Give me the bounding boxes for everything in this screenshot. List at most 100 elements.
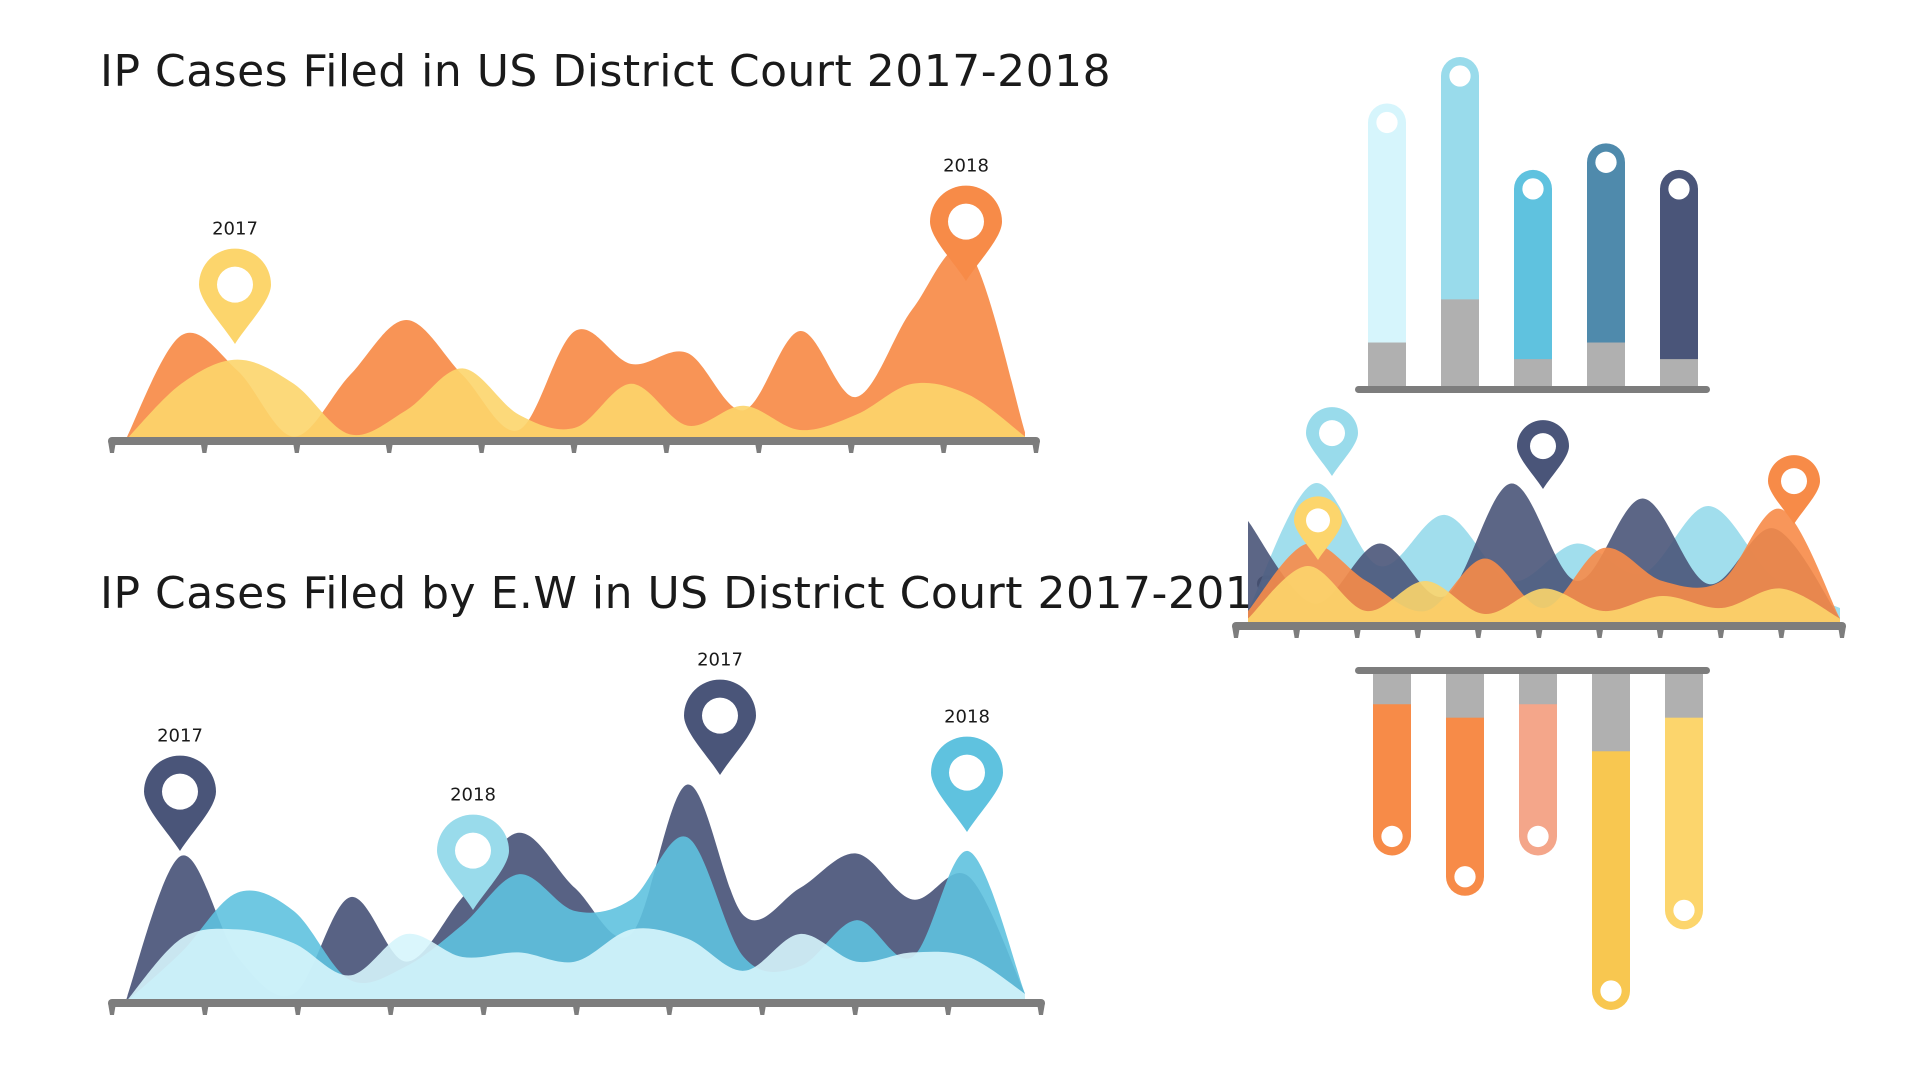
chart5-bar-fill <box>1519 674 1557 856</box>
chart2-axis-tick <box>758 1003 767 1015</box>
chart3-bar-dot <box>1668 178 1690 200</box>
chart2-pin-1-label: 2018 <box>450 785 496 806</box>
chart3-bar-fill <box>1660 169 1698 389</box>
chart3-bar-base <box>1441 299 1479 389</box>
chart2-axis-tick <box>200 1003 209 1015</box>
chart3-bar-base <box>1514 359 1552 389</box>
chart5-bar-base <box>1446 674 1484 718</box>
chart1-area-series-0 <box>125 247 1025 441</box>
chart2-area-series-1 <box>125 836 1025 1003</box>
chart5-bar-fill <box>1665 674 1703 930</box>
chart4-axis-tick <box>1474 626 1483 638</box>
chart1-axis-tick <box>662 441 671 453</box>
chart1-axis-tick <box>1032 441 1040 453</box>
chart2-area <box>125 784 1025 1003</box>
chart2-pin-2-hole <box>702 697 738 734</box>
chart3-bar-4 <box>1660 169 1698 389</box>
chart4-pin-2 <box>1517 420 1569 489</box>
chart4-axis-tick <box>1413 626 1422 638</box>
chart1-axis-tick <box>108 441 116 453</box>
chart5-bar-dot <box>1527 825 1549 848</box>
chart4-pin-3-hole <box>1781 468 1807 495</box>
chart3-bar-fill <box>1514 169 1552 389</box>
chart2-axis-tick <box>386 1003 395 1015</box>
chart4-pin-2-hole <box>1530 433 1556 460</box>
chart5-bar-base <box>1592 674 1630 752</box>
chart4-axis-tick <box>1716 626 1725 638</box>
chart5-axis-line <box>1355 667 1710 674</box>
chart2-pin-0-hole <box>162 773 198 810</box>
chart2-pin-0: 2017 <box>144 726 216 851</box>
chart4-pin-0-hole <box>1319 420 1345 447</box>
chart4-axis-tick <box>1535 626 1543 638</box>
chart5-bar-dot <box>1454 866 1476 888</box>
chart4-area-series-2 <box>1248 508 1840 626</box>
chart2-axis <box>108 999 1045 1015</box>
chart4-axis-tick <box>1292 626 1301 638</box>
chart2-pin-1: 2018 <box>437 785 509 910</box>
chart5-bar-4 <box>1665 674 1703 930</box>
chart5-bar-2 <box>1519 674 1557 856</box>
chart5-bar-3 <box>1592 674 1630 1010</box>
chart3-bar-base <box>1587 342 1625 389</box>
chart3-bar-dot <box>1595 151 1617 173</box>
chart5-bar-dot <box>1600 980 1622 1002</box>
chart1-pin-0: 2017 <box>199 219 271 344</box>
chart4-axis <box>1232 622 1846 638</box>
chart2-axis-tick <box>108 1003 116 1015</box>
chart1-axis-tick <box>292 441 301 453</box>
chart5-bar-fill <box>1373 674 1411 856</box>
chart1-axis-tick <box>570 441 578 453</box>
chart1-pin-0-hole <box>217 266 253 303</box>
chart5-bar-fill <box>1446 674 1484 896</box>
chart3-bar-base <box>1660 359 1698 389</box>
chart4-pin-1 <box>1294 496 1342 560</box>
chart1-pin-1: 2018 <box>930 156 1002 281</box>
chart2-axis-tick <box>944 1003 953 1015</box>
chart2-pin-1-hole <box>455 832 491 869</box>
chart2-axis-tick <box>293 1003 302 1015</box>
chart2-pin-3-label: 2018 <box>944 707 990 728</box>
chart3-bar-dot <box>1449 65 1471 87</box>
chart2-axis-tick <box>851 1003 860 1015</box>
chart2-axis-tick <box>665 1003 674 1015</box>
chart4-pin-3 <box>1768 455 1820 524</box>
chart3-bar-base <box>1368 342 1406 389</box>
chart3-bar-fill <box>1587 143 1625 389</box>
chart1-pin-1-hole <box>948 203 984 240</box>
chart4-axis-tick <box>1595 626 1604 638</box>
chart-title-top: IP Cases Filed in US District Court 2017… <box>100 46 1112 97</box>
chart2-axis-tick <box>479 1003 488 1015</box>
chart4-area <box>1248 483 1840 626</box>
chart3-bar-3 <box>1587 143 1625 389</box>
chart-title-bottom: IP Cases Filed by E.W in US District Cou… <box>100 568 1282 619</box>
chart3-bar-dot <box>1376 111 1398 134</box>
chart2-axis-tick <box>572 1003 581 1015</box>
chart3-bar-dot <box>1522 178 1544 200</box>
chart4-area-series-3 <box>1248 565 1840 626</box>
chart4-pin-0 <box>1306 407 1358 476</box>
chart5-bar-base <box>1373 674 1411 705</box>
chart3-bar-2 <box>1514 169 1552 389</box>
chart3-axis-line <box>1355 386 1710 393</box>
chart1-axis-tick <box>200 441 209 453</box>
chart4-axis-tick <box>1232 626 1240 638</box>
chart2-pin-3: 2018 <box>931 707 1003 832</box>
chart1-axis <box>108 437 1040 453</box>
chart2-pin-2-label: 2017 <box>697 650 743 671</box>
chart1-axis-tick <box>939 441 948 453</box>
chart1-pin-0-label: 2017 <box>212 219 258 240</box>
chart2-pin-2: 2017 <box>684 650 756 775</box>
chart1-axis-tick <box>847 441 856 453</box>
chart1-pin-1-label: 2018 <box>943 156 989 177</box>
chart2-axis-tick <box>1037 1003 1045 1015</box>
chart5-bar-base <box>1519 674 1557 705</box>
chart1-axis-tick <box>385 441 394 453</box>
chart3-bar-fill <box>1368 103 1406 389</box>
chart2-pin-3-hole <box>949 754 985 791</box>
chart5-bar-0 <box>1373 674 1411 856</box>
chart5-bar-1 <box>1446 674 1484 896</box>
chart2-pin-0-label: 2017 <box>157 726 203 747</box>
chart5-bar-fill <box>1592 674 1630 1010</box>
